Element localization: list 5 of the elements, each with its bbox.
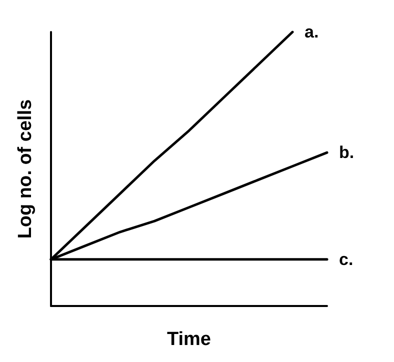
y-axis-title: Log no. of cells bbox=[15, 99, 36, 239]
x-axis-title: Time bbox=[166, 329, 212, 350]
series-label: c. bbox=[339, 250, 354, 269]
series-label: a. bbox=[304, 22, 319, 42]
series-label: b. bbox=[339, 143, 354, 162]
